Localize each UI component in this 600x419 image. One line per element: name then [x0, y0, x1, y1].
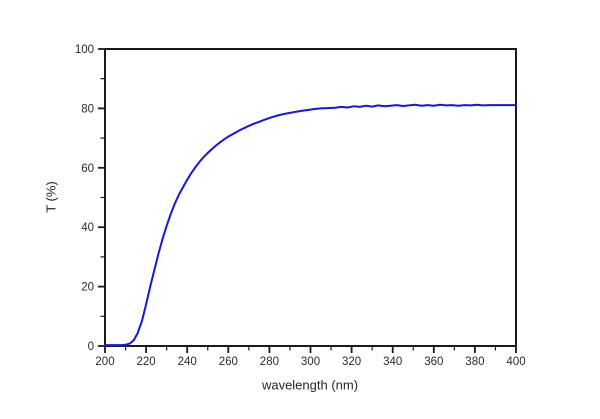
y-tick-label: 100	[75, 44, 94, 56]
x-tick-label: 340	[383, 356, 402, 368]
x-tick-label: 260	[219, 356, 238, 368]
x-tick-label: 300	[301, 356, 320, 368]
x-tick-label: 200	[95, 356, 114, 368]
x-tick-label: 220	[137, 356, 156, 368]
y-tick-label: 60	[81, 163, 94, 175]
y-tick-label: 0	[88, 341, 94, 353]
x-tick-label: 240	[178, 356, 197, 368]
y-tick-label: 80	[81, 103, 94, 115]
y-axis-title: T (%)	[43, 181, 59, 213]
y-tick-label: 20	[81, 282, 94, 294]
y-tick-label: 40	[81, 222, 94, 234]
x-axis-title: wavelength (nm)	[261, 377, 359, 393]
x-tick-label: 280	[260, 356, 279, 368]
plot-frame	[104, 48, 517, 347]
x-tick-label: 380	[465, 356, 484, 368]
x-tick-label: 400	[506, 356, 525, 368]
x-tick-label: 360	[424, 356, 443, 368]
series-transmittance	[104, 103, 517, 347]
x-tick-label: 320	[342, 356, 361, 368]
